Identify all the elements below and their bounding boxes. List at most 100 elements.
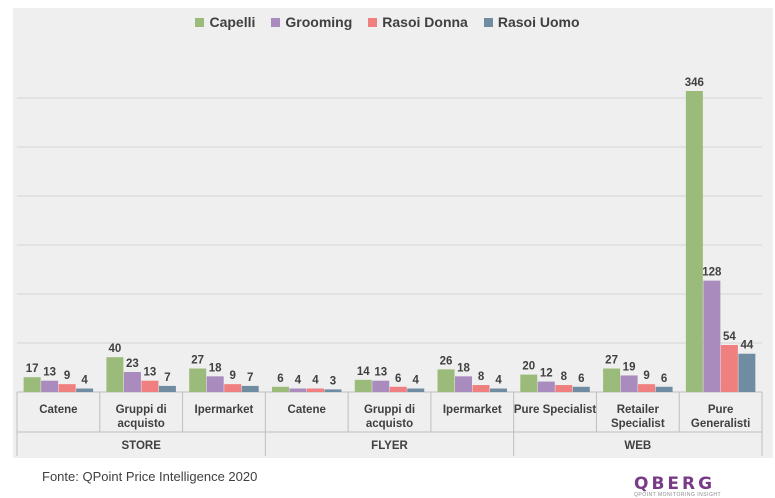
data-label: 18 <box>209 362 222 374</box>
group-label: STORE <box>121 440 161 452</box>
data-label: 346 <box>685 77 704 89</box>
category-label: Retailer <box>617 404 660 416</box>
data-label: 3 <box>330 375 336 387</box>
bar <box>455 376 473 392</box>
data-label: 27 <box>191 355 204 367</box>
legend-item-capelli: Capelli <box>195 14 255 30</box>
data-label: 18 <box>457 362 470 374</box>
data-label: 20 <box>522 361 535 373</box>
logo-subtitle: QPOINT MONITORING INSIGHT <box>634 492 722 498</box>
bar <box>241 385 259 392</box>
group-label: WEB <box>624 440 651 452</box>
source-note: Fonte: QPoint Price Intelligence 2020 <box>42 469 258 484</box>
legend-label-capelli: Capelli <box>209 14 256 30</box>
data-label: 8 <box>478 371 485 383</box>
legend-swatch-rasoi-uomo <box>483 17 493 27</box>
bar <box>306 388 324 392</box>
bar <box>655 386 673 392</box>
category-label: Catene <box>39 404 77 416</box>
bar <box>407 388 425 392</box>
bar <box>23 377 41 392</box>
qberg-logo: QBERG QPOINT MONITORING INSIGHT <box>634 474 754 498</box>
bar <box>685 91 703 392</box>
bar <box>41 380 59 392</box>
bar <box>703 280 721 392</box>
data-label: 4 <box>295 375 302 387</box>
category-label: Catene <box>288 404 326 416</box>
bar <box>490 388 508 392</box>
legend-label-rasoi-uomo: Rasoi Uomo <box>497 14 580 30</box>
category-label: Pure <box>708 404 734 416</box>
logo-wordmark: QBERG <box>634 474 716 494</box>
category-label: Gruppi di <box>364 404 415 416</box>
data-label: 128 <box>702 267 722 279</box>
bar <box>106 357 124 392</box>
bar <box>389 386 407 392</box>
bar <box>141 380 159 392</box>
data-label: 6 <box>277 373 283 385</box>
legend-label-grooming: Grooming <box>285 14 353 30</box>
data-label: 7 <box>247 372 253 384</box>
category-label: acquisto <box>366 418 413 430</box>
data-label: 26 <box>440 355 453 367</box>
category-label: acquisto <box>118 418 165 430</box>
legend-swatch-capelli <box>195 17 205 27</box>
legend-swatch-rasoi-donna <box>368 17 378 27</box>
legend-swatch-grooming <box>271 17 281 27</box>
legend-label-rasoi-donna: Rasoi Donna <box>382 14 468 30</box>
bar <box>158 385 176 392</box>
data-label: 23 <box>126 358 139 370</box>
data-label: 6 <box>578 373 584 385</box>
bar <box>224 384 242 392</box>
data-label: 13 <box>144 367 157 379</box>
legend: Capelli Grooming Rasoi Donna Rasoi Uomo <box>0 14 775 30</box>
data-label: 6 <box>661 373 667 385</box>
data-label: 44 <box>740 340 753 352</box>
bar <box>437 369 455 392</box>
bar <box>324 389 342 392</box>
bar <box>271 386 289 392</box>
data-label: 13 <box>374 367 387 379</box>
bar <box>289 388 307 392</box>
bar <box>189 368 207 392</box>
data-label: 9 <box>229 370 235 382</box>
data-label: 27 <box>605 355 618 367</box>
data-label: 4 <box>312 375 319 387</box>
category-label: Pure Specialist <box>514 404 597 416</box>
bar <box>620 375 638 392</box>
bar <box>638 384 656 392</box>
legend-item-rasoi-donna: Rasoi Donna <box>368 14 468 30</box>
category-label: Gruppi di <box>116 404 167 416</box>
category-label: Ipermarket <box>443 404 502 416</box>
data-label: 6 <box>395 373 401 385</box>
bar <box>76 388 94 392</box>
data-label: 7 <box>164 372 170 384</box>
bar <box>472 385 490 392</box>
group-label: FLYER <box>371 440 408 452</box>
bar <box>572 386 590 392</box>
bar <box>354 379 372 392</box>
bar <box>372 380 390 392</box>
legend-item-rasoi-uomo: Rasoi Uomo <box>483 14 580 30</box>
data-label: 17 <box>26 363 39 375</box>
bar <box>537 381 555 392</box>
category-label: Ipermarket <box>195 404 254 416</box>
category-label: Specialist <box>611 418 665 430</box>
bar <box>738 353 756 392</box>
bar <box>58 384 76 392</box>
data-label: 9 <box>643 370 649 382</box>
bar <box>206 376 224 392</box>
legend-item-grooming: Grooming <box>271 14 352 30</box>
bar <box>520 374 538 392</box>
data-label: 9 <box>64 370 70 382</box>
data-label: 19 <box>623 361 636 373</box>
data-label: 13 <box>43 367 56 379</box>
data-label: 54 <box>723 331 736 343</box>
data-label: 8 <box>561 371 568 383</box>
bar <box>555 385 573 392</box>
data-label: 12 <box>540 368 553 380</box>
data-label: 4 <box>413 375 420 387</box>
bar <box>123 371 141 392</box>
data-label: 4 <box>81 375 88 387</box>
